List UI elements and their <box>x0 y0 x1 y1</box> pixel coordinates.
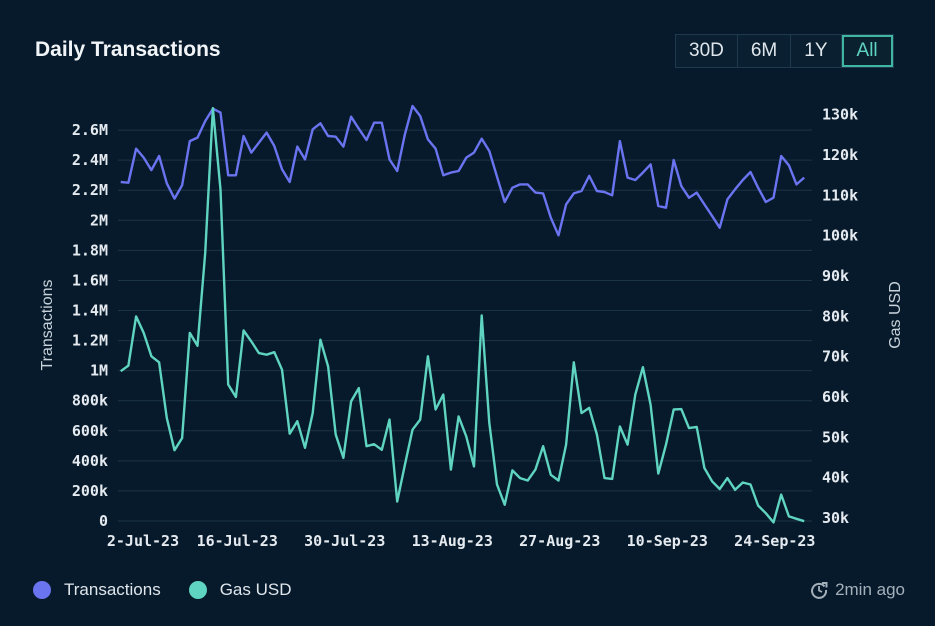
time-range-selector: 30D 6M 1Y All <box>675 34 894 68</box>
left-tick-label: 2.6M <box>72 121 108 139</box>
left-tick-label: 1M <box>90 362 108 380</box>
right-tick-label: 120k <box>822 146 858 164</box>
series-lines <box>119 104 805 524</box>
range-6m-button[interactable]: 6M <box>737 35 792 67</box>
x-tick-label: 13-Aug-23 <box>412 532 493 550</box>
left-axis-title: Transactions <box>39 280 56 371</box>
range-1y-button[interactable]: 1Y <box>791 35 842 67</box>
legend-label: Gas USD <box>219 580 292 599</box>
x-tick-label: 24-Sep-23 <box>734 532 815 550</box>
left-tick-label: 600k <box>72 422 108 440</box>
legend-label: Transactions <box>64 580 161 599</box>
left-tick-label: 2.2M <box>72 181 108 199</box>
x-tick-label: 10-Sep-23 <box>627 532 708 550</box>
transactions-swatch <box>33 581 51 599</box>
legend-item-gas-usd[interactable]: Gas USD <box>188 580 292 600</box>
last-updated-text: 2min ago <box>835 580 905 599</box>
last-updated: 2min ago <box>809 580 905 600</box>
right-axis-ticks: 30k 40k 50k 60k 70k 80k 90k 100k 110k 120k 130k <box>822 106 858 527</box>
left-tick-label: 400k <box>72 452 108 470</box>
gas-usd-line <box>119 106 805 524</box>
left-tick-label: 2.4M <box>72 151 108 169</box>
range-30d-button[interactable]: 30D <box>676 35 738 67</box>
right-tick-label: 50k <box>822 428 849 446</box>
right-tick-label: 80k <box>822 307 849 325</box>
refresh-clock-icon <box>811 582 828 599</box>
left-tick-label: 1.8M <box>72 241 108 259</box>
dual-axis-line-chart: 0 200k 400k 600k 800k 1M 1.2M 1.4M 1.6M 1.8M 2M 2.2… <box>39 104 904 550</box>
left-tick-label: 1.6M <box>72 271 108 289</box>
range-all-button[interactable]: All <box>841 35 893 67</box>
chart-title: Daily Transactions <box>35 38 221 61</box>
transactions-line <box>120 104 805 237</box>
right-tick-label: 40k <box>822 469 849 487</box>
left-tick-label: 200k <box>72 482 108 500</box>
right-tick-label: 110k <box>822 186 858 204</box>
left-tick-label: 2M <box>90 211 108 229</box>
x-tick-label: 2-Jul-23 <box>107 532 179 550</box>
left-tick-label: 0 <box>99 512 108 530</box>
legend-item-transactions[interactable]: Transactions <box>33 580 161 600</box>
right-tick-label: 60k <box>822 388 849 406</box>
left-tick-label: 800k <box>72 392 108 410</box>
right-axis-title: Gas USD <box>887 281 904 349</box>
left-tick-label: 1.4M <box>72 302 108 320</box>
x-tick-label: 16-Jul-23 <box>197 532 278 550</box>
legend: Transactions Gas USD <box>33 580 319 600</box>
right-tick-label: 70k <box>822 348 849 366</box>
right-tick-label: 100k <box>822 227 858 245</box>
gas-usd-swatch <box>188 581 207 599</box>
left-axis-ticks: 0 200k 400k 600k 800k 1M 1.2M 1.4M 1.6M 1.8M 2M 2.2… <box>72 121 108 530</box>
x-tick-label: 30-Jul-23 <box>304 532 385 550</box>
right-tick-label: 130k <box>822 106 858 124</box>
right-tick-label: 90k <box>822 267 849 285</box>
x-axis-ticks: 2-Jul-23 16-Jul-23 30-Jul-23 13-Aug-23 27-Au… <box>107 532 816 550</box>
gridlines <box>118 129 812 522</box>
left-tick-label: 1.2M <box>72 332 108 350</box>
x-tick-label: 27-Aug-23 <box>519 532 600 550</box>
right-tick-label: 30k <box>822 509 849 527</box>
